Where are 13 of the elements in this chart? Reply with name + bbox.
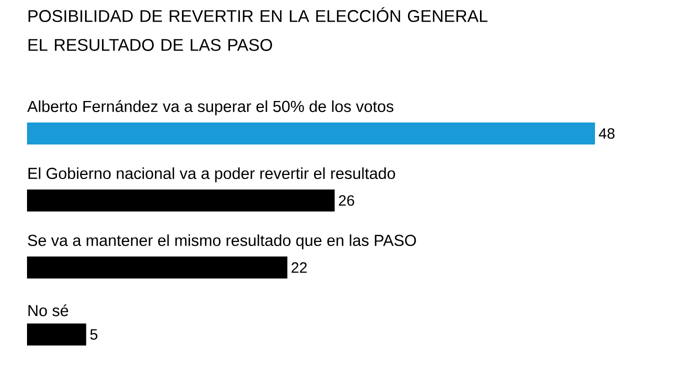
chart-title: POSIBILIDAD DE REVERTIR EN LA ELECCIÓN GENERAL EL RESULTADO DE LAS PASO xyxy=(28,7,488,51)
data-label: 48 xyxy=(598,128,614,139)
data-label: 5 xyxy=(90,329,98,340)
y-tick-label: El Gobierno nacional va a poder revertir el resultado xyxy=(28,167,396,182)
bar xyxy=(27,324,86,346)
y-tick-label: No sé xyxy=(28,304,68,316)
data-label: 26 xyxy=(338,195,354,206)
bar xyxy=(27,122,595,145)
y-tick-label: Alberto Fernández va a superar el 50% de los votos xyxy=(27,100,394,116)
y-tick-label: Se va a mantener el mismo resultado que en las PASO xyxy=(28,234,416,250)
data-label: 22 xyxy=(292,262,307,273)
bar xyxy=(27,190,335,212)
bar xyxy=(27,256,288,279)
